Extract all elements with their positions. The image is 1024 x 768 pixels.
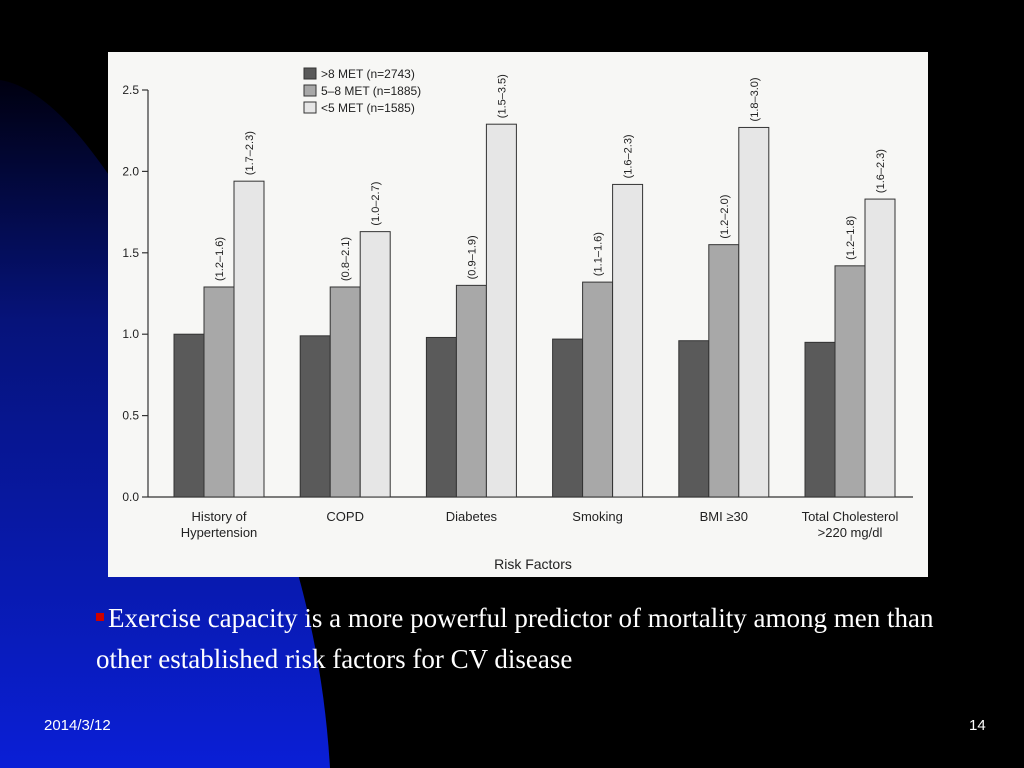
legend-swatch <box>303 101 317 114</box>
y-tick-label: 0.5 <box>122 409 139 423</box>
confidence-interval-label: (1.0–2.7) <box>370 182 382 226</box>
x-category-label: >220 mg/dl <box>818 525 883 540</box>
legend-label: 5–8 MET (n=1885) <box>321 84 421 98</box>
x-category-label: Diabetes <box>446 509 498 524</box>
bar <box>612 183 644 498</box>
confidence-interval-label: (1.2–1.8) <box>845 216 857 260</box>
confidence-interval-label: (0.9–1.9) <box>466 235 478 279</box>
legend-label: <5 MET (n=1585) <box>321 101 415 115</box>
footer-page-number: 14 <box>969 717 986 734</box>
bar <box>678 340 710 498</box>
confidence-interval-label: (1.2–1.6) <box>214 237 226 281</box>
bar <box>485 123 517 498</box>
x-category-label: Total Cholesterol <box>802 509 899 524</box>
bar <box>738 126 770 498</box>
footer-date: 2014/3/12 <box>44 717 111 734</box>
legend-swatch <box>303 84 317 97</box>
confidence-interval-label: (1.1–1.6) <box>593 232 605 276</box>
confidence-interval-label: (1.5–3.5) <box>496 74 508 118</box>
bar <box>233 180 265 498</box>
bar <box>425 336 457 498</box>
bar <box>552 338 584 498</box>
confidence-interval-label: (1.6–2.3) <box>623 134 635 178</box>
chart-panel: 0.0 0.5 1.0 1.5 2.0 2.5 (1.2–1.6) (1.7–2.3) Hist… <box>108 52 928 577</box>
bullet-caption: Exercise capacity is a more powerful pre… <box>96 598 956 680</box>
bar <box>173 333 205 498</box>
y-tick-label: 2.0 <box>122 164 139 178</box>
x-category-label: Hypertension <box>181 525 258 540</box>
bar <box>804 341 836 498</box>
bar <box>203 286 235 498</box>
legend-swatch <box>303 67 317 80</box>
x-category-label: Smoking <box>572 509 623 524</box>
bullet-square-icon <box>96 613 104 621</box>
bar <box>299 335 331 498</box>
y-tick-label: 1.0 <box>122 327 139 341</box>
confidence-interval-label: (1.8–3.0) <box>749 77 761 121</box>
bar <box>455 284 487 498</box>
x-axis-title: Risk Factors <box>494 556 572 572</box>
x-category-label: History of <box>192 509 247 524</box>
confidence-interval-label: (1.2–2.0) <box>719 195 731 239</box>
bar <box>864 198 896 498</box>
bar <box>329 286 361 498</box>
x-category-label: BMI ≥30 <box>700 509 748 524</box>
x-category-label: COPD <box>326 509 364 524</box>
y-tick-label: 2.5 <box>122 83 139 97</box>
bullet-text: Exercise capacity is a more powerful pre… <box>96 603 934 674</box>
legend-label: >8 MET (n=2743) <box>321 67 415 81</box>
y-tick-label: 0.0 <box>122 490 139 504</box>
bar <box>708 244 740 498</box>
y-tick-label: 1.5 <box>122 246 139 260</box>
bar <box>359 231 391 498</box>
bar <box>834 265 866 498</box>
bar-chart: 0.0 0.5 1.0 1.5 2.0 2.5 (1.2–1.6) (1.7–2.3) Hist… <box>122 67 913 572</box>
confidence-interval-label: (1.6–2.3) <box>875 149 887 193</box>
bar <box>582 281 614 498</box>
confidence-interval-label: (1.7–2.3) <box>244 131 256 175</box>
confidence-interval-label: (0.8–2.1) <box>340 237 352 281</box>
